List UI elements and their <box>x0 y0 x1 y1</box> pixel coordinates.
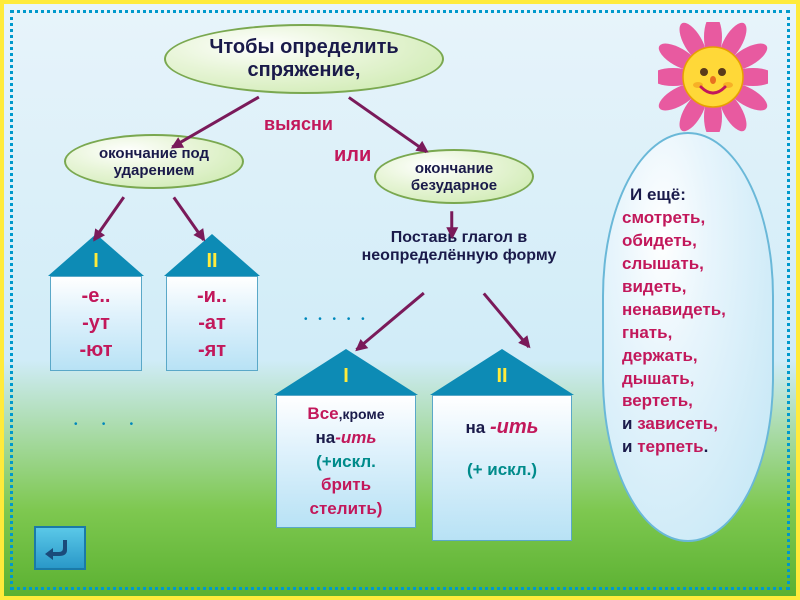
speech-line: и зависеть, <box>622 413 754 436</box>
house-body: -и.. -ат -ят <box>166 276 258 371</box>
verb: держать, <box>622 345 754 368</box>
line: на-ить <box>281 426 411 450</box>
roof: II <box>164 234 260 276</box>
line: (+искл. <box>281 450 411 474</box>
verb: ненавидеть, <box>622 299 754 322</box>
ending: -ят <box>171 337 253 364</box>
ending: -е.. <box>55 283 137 310</box>
verb: видеть, <box>622 276 754 299</box>
right-bubble-text: окончание безударное <box>390 160 518 194</box>
ending: -и.. <box>171 283 253 310</box>
speech-intro: И ещё: <box>622 184 754 207</box>
exceptions-bubble: И ещё: смотреть, обидеть, слышать, видет… <box>602 132 774 542</box>
sun-graphic <box>658 22 768 132</box>
arrow <box>483 292 530 347</box>
deco-dots: • • • <box>74 419 137 430</box>
vyyasni-label: выясни <box>264 114 333 135</box>
house-conj-1-unstressed: I Все,кроме на-ить (+искл. брить стелить… <box>274 349 418 528</box>
roof: II <box>430 349 574 395</box>
verb: дышать, <box>622 368 754 391</box>
sun-icon <box>658 22 768 132</box>
line: стелить) <box>281 497 411 521</box>
verb: слышать, <box>622 253 754 276</box>
house-conj-2-unstressed: II на -ить (+ искл.) <box>430 349 574 541</box>
ending: -ат <box>171 310 253 337</box>
ending: -ут <box>55 310 137 337</box>
back-button[interactable] <box>34 526 86 570</box>
line: брить <box>281 473 411 497</box>
line: на -ить <box>437 414 567 441</box>
ili-label: или <box>334 144 371 167</box>
arrow <box>451 211 454 237</box>
top-bubble-text: Чтобы определить спряжение, <box>180 36 428 82</box>
line: Все,кроме <box>281 402 411 426</box>
left-bubble-text: окончание под ударением <box>80 145 228 179</box>
roman-label: II <box>492 365 512 388</box>
house-body: на -ить (+ искл.) <box>432 395 572 541</box>
house-body: -е.. -ут -ют <box>50 276 142 371</box>
house-body: Все,кроме на-ить (+искл. брить стелить) <box>276 395 416 528</box>
ending: -ют <box>55 337 137 364</box>
line: (+ искл.) <box>437 459 567 482</box>
roman-label: I <box>336 365 356 388</box>
top-bubble: Чтобы определить спряжение, <box>164 24 444 94</box>
house-conj-1-stressed: I -е.. -ут -ют <box>48 234 144 371</box>
verb: смотреть, <box>622 207 754 230</box>
deco-dots: • • • • • <box>304 314 369 325</box>
house-conj-2-stressed: II -и.. -ат -ят <box>164 234 260 371</box>
verb: гнать, <box>622 322 754 345</box>
roof: I <box>274 349 418 395</box>
roman-label: II <box>202 250 222 273</box>
verb: вертеть, <box>622 390 754 413</box>
speech-line: и терпеть. <box>622 436 754 459</box>
u-turn-icon <box>45 536 75 560</box>
left-bubble: окончание под ударением <box>64 134 244 189</box>
instruction-text: Поставь глагол в неопределённую форму <box>334 229 584 265</box>
right-bubble: окончание безударное <box>374 149 534 204</box>
roman-label: I <box>86 250 106 273</box>
verb: обидеть, <box>622 230 754 253</box>
